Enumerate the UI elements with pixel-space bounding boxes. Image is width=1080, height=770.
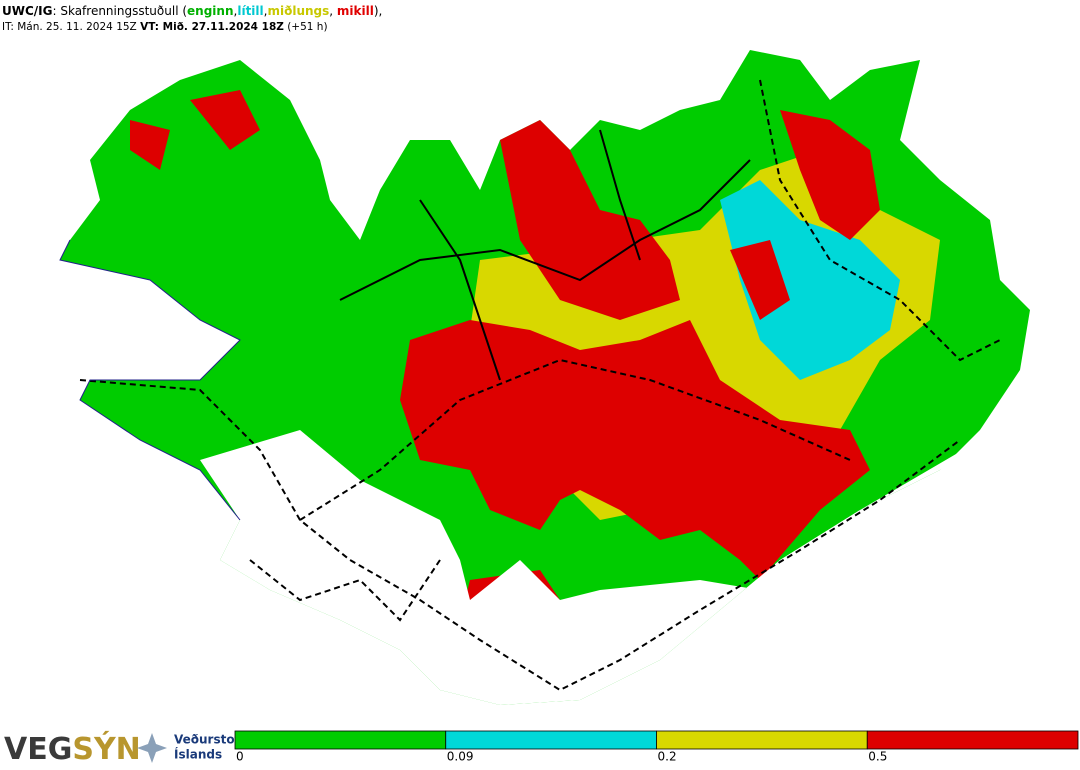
header-title: UWC/IG: Skafrenningsstuðull (enginn,líti… <box>2 4 382 18</box>
header-time: IT: Mán. 25. 11. 2024 15Z VT: Mið. 27.11… <box>2 21 328 33</box>
colorbar: 0 0.09 0.2 0.5 <box>234 730 1079 764</box>
colorbar-segment <box>445 730 657 750</box>
colorbar-segment <box>234 730 447 750</box>
red-area <box>130 120 170 170</box>
road <box>419 199 501 381</box>
road <box>299 358 851 521</box>
logo-vedurstofa: Íslands <box>174 747 222 762</box>
colorbar-tick-label: 0.2 <box>658 750 677 764</box>
red-area <box>780 110 880 240</box>
header-part: IT: Mán. 25. 11. 2024 15Z <box>2 21 140 33</box>
colorbar-tick-label: 0 <box>236 750 244 764</box>
road <box>249 559 441 622</box>
colorbar-segment <box>866 730 1079 750</box>
logo-star <box>137 733 167 763</box>
logo-vedurstofa: Veðurstofa <box>174 733 248 747</box>
header-part: enginn <box>187 4 233 18</box>
logo-part: VEG <box>4 732 72 767</box>
cyan-area <box>720 180 900 380</box>
header-part: miðlungs <box>267 4 329 18</box>
header-part: , <box>234 4 238 18</box>
colorbar-tick-label: 0.5 <box>868 750 887 764</box>
coast-outline <box>59 239 241 521</box>
road <box>339 159 751 301</box>
logo-vegsyn: VEGSÝN <box>4 730 141 767</box>
road <box>599 129 641 261</box>
header-part: VT: Mið. 27.11.2024 18Z <box>140 21 284 33</box>
colorbar-segment <box>656 730 868 750</box>
header-part: , <box>329 4 337 18</box>
header-part: UWC/IG <box>2 4 52 18</box>
no-data-area <box>200 430 980 705</box>
map <box>59 50 1030 705</box>
header-part: (+51 h) <box>284 21 328 33</box>
red-area <box>190 90 260 150</box>
header-part: ), <box>374 4 383 18</box>
red-area <box>400 320 870 580</box>
red-area <box>730 240 790 320</box>
header-part: mikill <box>337 4 374 18</box>
road <box>759 79 1001 362</box>
header-part: , <box>264 4 268 18</box>
header-part: : Skafrenningsstuðull ( <box>52 4 187 18</box>
road <box>79 379 961 692</box>
colorbar-tick-label: 0.09 <box>447 750 474 764</box>
logo-part: SÝN <box>72 730 140 767</box>
red-area <box>500 120 680 320</box>
header-part: lítill <box>237 4 263 18</box>
